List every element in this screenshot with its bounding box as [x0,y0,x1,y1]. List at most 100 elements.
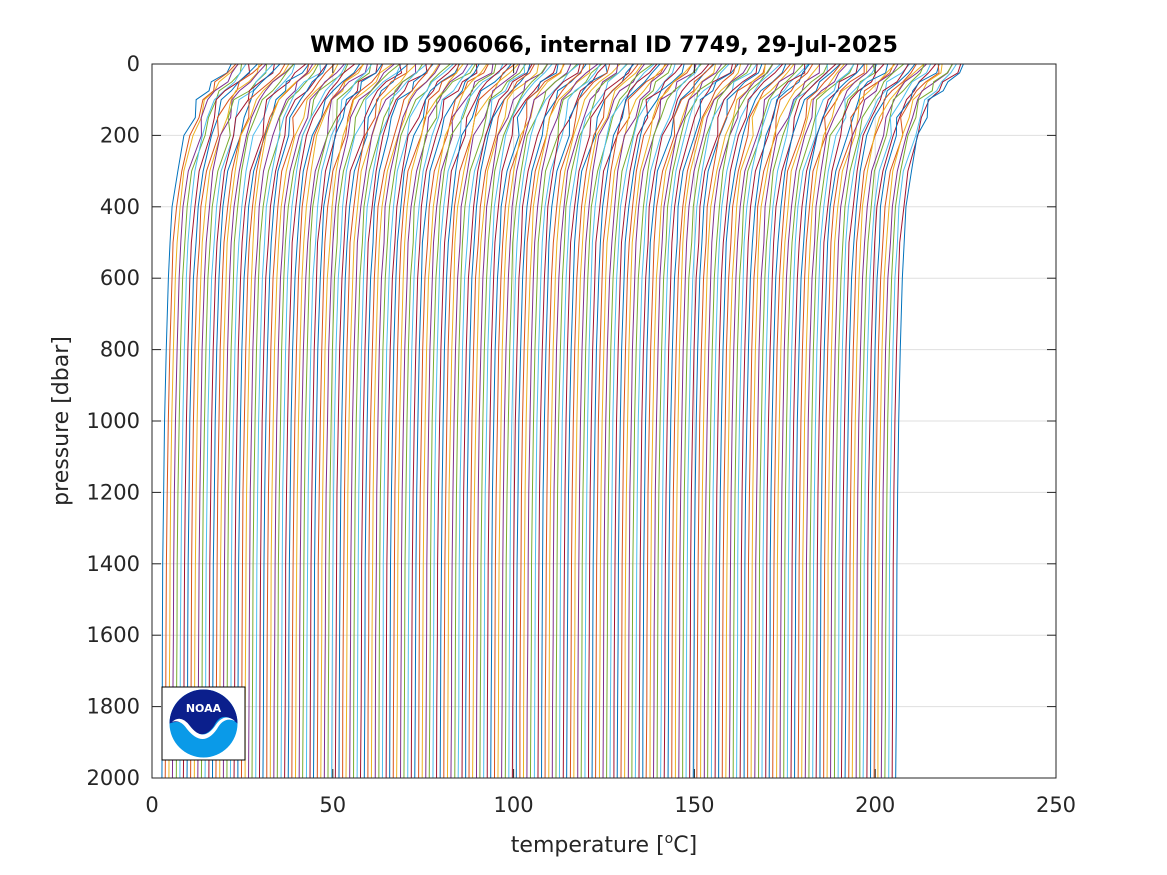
profile-line [895,64,964,778]
profile-line [801,64,868,778]
profile-line [851,64,925,778]
x-tick-label: 150 [674,793,714,817]
profile-line [353,64,423,778]
profile-line [772,64,842,778]
profile-line [316,64,384,778]
profile-line [710,64,781,778]
profile-line [819,64,889,778]
profile-line [620,64,693,778]
profile-line [294,64,364,778]
profile-line [237,64,310,778]
profile-line [750,64,821,778]
profile-line [313,64,383,778]
profile-line [591,64,661,778]
profile-line [870,64,940,778]
profile-line [685,64,758,778]
profile-line [598,64,668,778]
y-tick-label: 1600 [87,623,140,647]
profile-line [588,64,658,778]
profile-line [298,64,368,778]
profile-line [634,64,701,778]
profile-line [692,64,763,778]
profile-line [823,64,895,778]
profile-line [161,64,232,778]
profile-line [580,64,653,778]
profile-line [569,64,639,778]
profile-line [707,64,773,778]
profile-line [728,64,796,778]
profile-line [649,64,716,778]
profile-line [439,64,512,778]
profile-line [367,64,433,778]
profile-line [880,64,953,778]
profile-line [511,64,581,778]
profile-line [258,64,328,778]
profile-line [197,64,267,778]
profile-line [164,64,237,778]
profile-line [783,64,855,778]
profile-line [421,64,488,778]
profile-line [515,64,587,778]
profile-line [226,64,295,778]
profile-line [754,64,820,778]
profile-line [671,64,737,778]
profile-line [182,64,251,778]
profile-line [389,64,460,778]
profile-line [414,64,480,778]
profile-line [855,64,928,778]
profile-line [786,64,855,778]
profile-line [222,64,295,778]
profile-line [287,64,361,778]
profile-line [276,64,349,778]
profile-line [544,64,611,778]
profile-line [624,64,693,778]
profile-line [526,64,599,778]
plot-area [161,64,964,778]
profile-line [794,64,865,778]
profile-line [696,64,766,778]
profile-line [171,64,239,778]
profile-line [186,64,258,778]
noaa-logo: NOAA [161,686,246,761]
profile-line [862,64,932,778]
profile-line [609,64,676,778]
profile-line [443,64,516,778]
profile-line [349,64,417,778]
profile-line [804,64,875,778]
y-axis-label: pressure [dbar] [49,336,74,506]
profile-line [739,64,806,778]
x-axis-label-pre: temperature [ [511,833,665,858]
profile-line [663,64,734,778]
profile-line [891,64,962,778]
profile-line [555,64,628,778]
profile-line [830,64,899,778]
profile-line [613,64,683,778]
profile-line [407,64,474,778]
x-axis-ticks: 0 50 100 150 200 250 [145,64,1076,817]
profile-line [577,64,646,778]
profile-line [280,64,347,778]
profile-line [338,64,409,778]
profile-line [454,64,527,778]
profile-line [660,64,730,778]
profile-series [161,64,964,778]
profile-line [548,64,621,778]
profile-line [432,64,504,778]
profile-line [645,64,714,778]
profile-line [522,64,591,778]
profile-line [808,64,876,778]
profile-line [381,64,454,778]
profile-line [758,64,829,778]
profile-line [747,64,814,778]
profile-line [334,64,403,778]
profile-line [732,64,804,778]
x-tick-label: 200 [855,793,895,817]
profile-line [370,64,440,778]
profile-line [468,64,535,778]
profile-line [812,64,878,778]
profile-line [504,64,578,778]
profile-line [240,64,310,778]
profile-line [736,64,809,778]
y-tick-label: 1800 [87,695,140,719]
profile-line [219,64,290,778]
